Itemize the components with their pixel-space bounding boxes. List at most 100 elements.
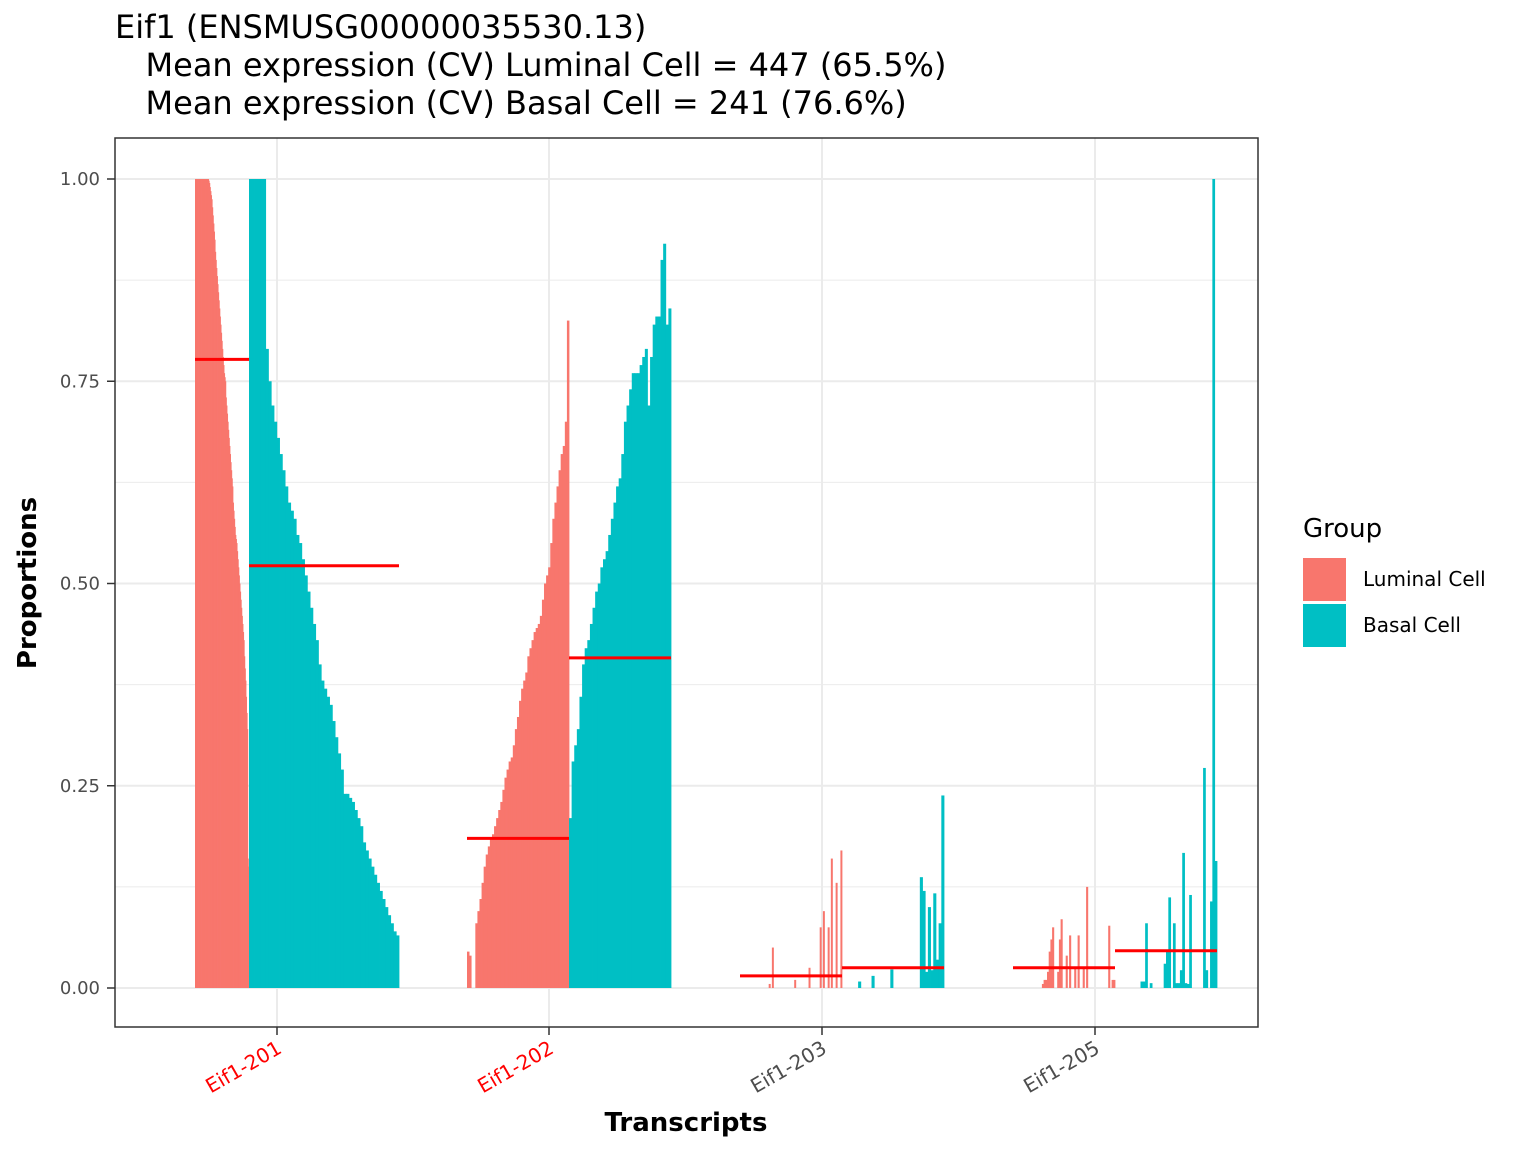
bar-basal (1186, 983, 1190, 988)
bar-basal (655, 316, 659, 988)
bar-basal (1205, 970, 1209, 988)
bar-luminal (477, 911, 480, 988)
bar-basal (613, 502, 617, 988)
bar-basal (574, 745, 578, 988)
bar-luminal (552, 518, 555, 988)
bar-luminal (229, 445, 231, 989)
bar-luminal (195, 179, 196, 988)
bar-luminal (827, 927, 830, 988)
bar-luminal (222, 348, 224, 988)
bar-luminal (202, 179, 204, 988)
bar-basal (343, 793, 347, 988)
bar-luminal (500, 801, 503, 988)
bar-basal (382, 899, 386, 988)
legend-label-luminal: Luminal Cell (1363, 567, 1486, 591)
bar-basal (293, 518, 297, 988)
bar-luminal (516, 716, 520, 988)
bar-luminal (213, 231, 215, 988)
bar-luminal (221, 332, 223, 989)
bar-luminal (467, 951, 470, 988)
bar-basal (1210, 901, 1213, 988)
y-tick-label: 0.75 (60, 371, 100, 392)
bar-luminal (225, 381, 227, 988)
bar-luminal (211, 199, 213, 989)
bar-basal (569, 818, 573, 988)
bar-basal (1184, 983, 1188, 988)
bar-luminal (510, 757, 514, 988)
bar-luminal (196, 179, 198, 988)
bar-luminal (523, 680, 526, 988)
bar-luminal (225, 397, 227, 988)
bar-luminal (209, 183, 211, 989)
bar-basal (935, 959, 940, 988)
bar-luminal (525, 672, 528, 988)
legend-item-luminal: Luminal Cell (1303, 556, 1486, 602)
bar-luminal (227, 421, 229, 988)
bar-basal (621, 454, 625, 988)
bar-luminal (496, 818, 499, 988)
bar-basal (260, 179, 264, 988)
bar-luminal (239, 583, 241, 988)
bar-luminal (564, 421, 568, 988)
bar-basal (616, 486, 620, 988)
bar-luminal (240, 599, 242, 988)
bar-luminal (247, 729, 249, 988)
bar-luminal (242, 623, 244, 988)
bar-luminal (233, 510, 235, 988)
bar-luminal (835, 882, 838, 988)
bar-basal (930, 970, 934, 988)
bar-luminal (768, 983, 771, 988)
bar-luminal (483, 866, 487, 988)
bar-luminal (1045, 979, 1048, 988)
bar-luminal (213, 223, 215, 988)
bar-luminal (207, 179, 209, 988)
bar-basal (623, 421, 627, 988)
legend-swatch-basal (1303, 603, 1346, 647)
bar-basal (1166, 951, 1169, 988)
bar-basal (858, 981, 862, 988)
bars (195, 179, 1218, 989)
y-tick-label: 1.00 (60, 169, 100, 190)
bar-luminal (223, 365, 225, 988)
bar-luminal (203, 179, 205, 988)
bar-basal (332, 721, 336, 988)
bar-basal (276, 437, 280, 988)
bar-basal (335, 737, 339, 988)
bar-luminal (238, 567, 240, 988)
bar-basal (271, 405, 275, 988)
bar-luminal (209, 187, 211, 989)
bar-luminal (537, 623, 541, 988)
bar-basal (362, 842, 367, 988)
bar-basal (321, 680, 325, 988)
bar-basal (249, 179, 253, 988)
bar-basal (304, 575, 308, 988)
bar-luminal (566, 320, 570, 989)
bar-basal (603, 559, 607, 988)
bar-luminal (554, 502, 557, 988)
bar-basal (349, 797, 353, 988)
bar-luminal (232, 486, 234, 988)
bar-basal (871, 975, 875, 988)
bar-luminal (204, 179, 206, 988)
bar-basal (324, 688, 328, 988)
x-tick-label: Eif1-202 (473, 1036, 557, 1098)
bar-basal (357, 818, 361, 988)
bar-luminal (238, 575, 240, 988)
bar-luminal (1082, 967, 1085, 988)
bar-luminal (1057, 971, 1060, 988)
bar-luminal (1043, 979, 1046, 988)
bar-luminal (218, 292, 220, 988)
bar-luminal (248, 866, 250, 988)
chart-title: Eif1 (ENSMUSG00000035530.13) Mean expres… (115, 8, 946, 122)
bar-basal (251, 179, 255, 988)
bar-basal (941, 795, 945, 988)
bar-luminal (231, 478, 233, 988)
bar-basal (1145, 923, 1148, 988)
bar-basal (318, 664, 322, 988)
bar-luminal (1111, 979, 1114, 988)
bar-basal (1177, 983, 1181, 988)
bar-basal (589, 623, 593, 988)
bar-basal (890, 969, 894, 988)
bar-basal (579, 696, 583, 988)
bar-basal (1175, 983, 1178, 988)
